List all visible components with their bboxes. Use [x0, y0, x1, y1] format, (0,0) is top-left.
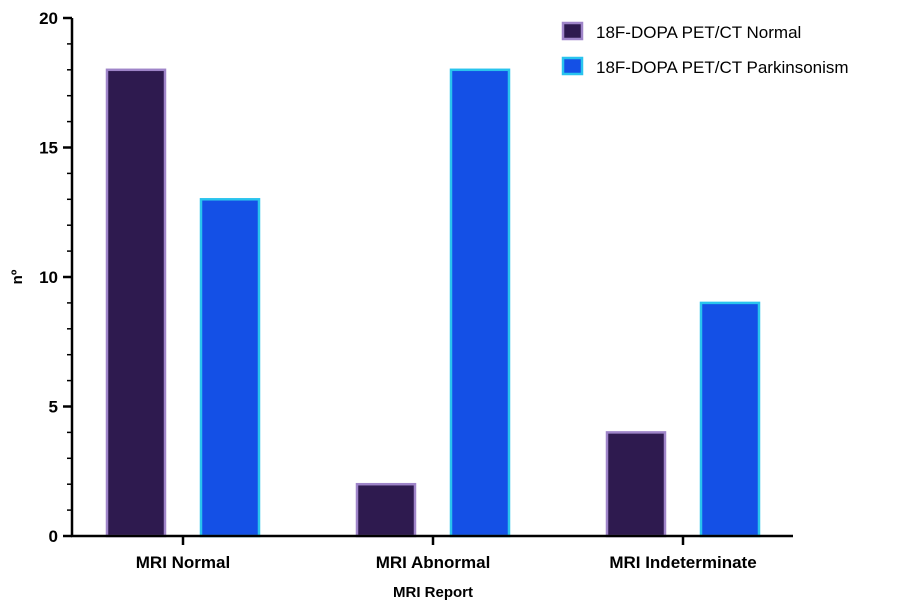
- y-tick-label: 20: [39, 9, 58, 28]
- legend-swatch: [561, 21, 584, 41]
- y-tick-label: 0: [49, 527, 58, 546]
- y-tick-label: 5: [49, 398, 58, 417]
- legend: 18F-DOPA PET/CT Normal 18F-DOPA PET/CT Pa…: [561, 21, 849, 77]
- y-axis-title: nº: [9, 269, 26, 284]
- x-tick-label: MRI Normal: [136, 553, 230, 572]
- legend-label: 18F-DOPA PET/CT Normal: [596, 23, 801, 42]
- bar-pet-normal-1: [355, 482, 417, 538]
- y-tick-label: 15: [39, 139, 58, 158]
- bar-pet-parkinsonism-1: [449, 68, 511, 538]
- y-tick-label: 10: [39, 268, 58, 287]
- bars: [105, 68, 761, 538]
- x-axis-title: MRI Report: [393, 584, 473, 601]
- legend-label: 18F-DOPA PET/CT Parkinsonism: [596, 58, 849, 77]
- x-tick-label: MRI Indeterminate: [609, 553, 756, 572]
- bar-pet-normal-2: [605, 431, 667, 538]
- bar-pet-parkinsonism-2: [699, 301, 761, 538]
- legend-swatch: [561, 56, 584, 76]
- x-ticks: MRI Normal MRI Abnormal MRI Indeterminate: [136, 536, 757, 572]
- bar-pet-normal-0: [105, 68, 167, 538]
- bar-pet-parkinsonism-0: [199, 198, 261, 538]
- x-tick-label: MRI Abnormal: [376, 553, 491, 572]
- y-ticks: 0 5 10 15 20: [39, 9, 72, 546]
